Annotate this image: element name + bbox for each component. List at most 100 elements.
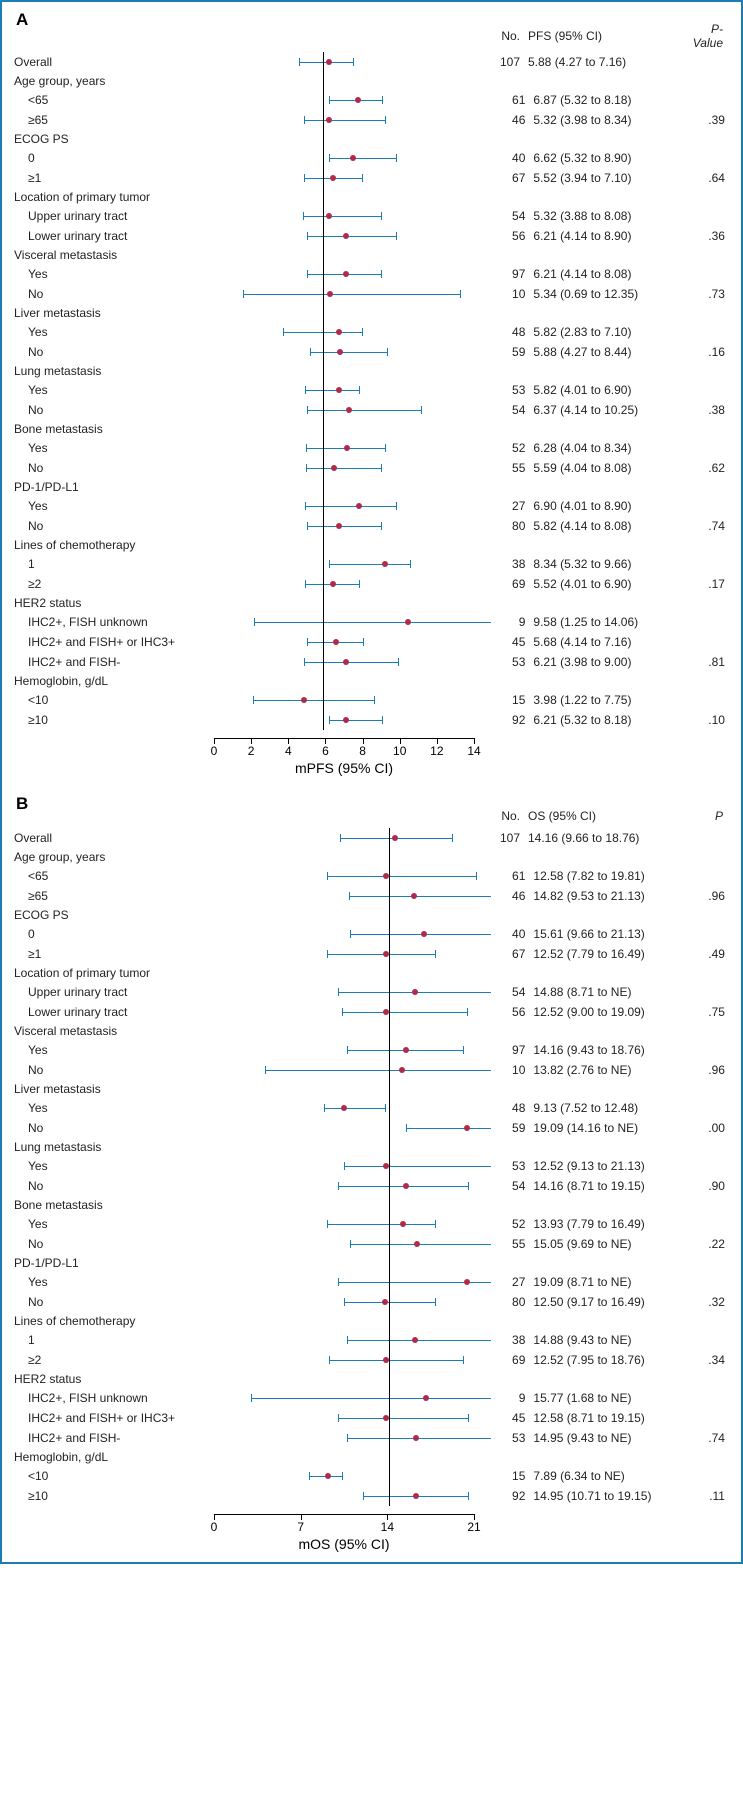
row-label: Bone metastasis [14,422,220,436]
row-ci: 9.13 (7.52 to 12.48) [525,1101,685,1115]
row-ci: 3.98 (1.22 to 7.75) [525,693,685,707]
row-label: IHC2+ and FISH+ or IHC3+ [14,635,231,649]
forest-plot-cell [231,148,486,168]
forest-plot-cell [220,828,480,848]
forest-row: Yes5213.93 (7.79 to 16.49) [14,1214,729,1234]
row-label: <65 [14,869,231,883]
group-label-row: Bone metastasis [14,1196,729,1214]
row-ci: 6.21 (4.14 to 8.90) [525,229,685,243]
row-n: 10 [486,1063,525,1077]
row-p: .34 [686,1353,729,1367]
forest-row: IHC2+, FISH unknown99.58 (1.25 to 14.06) [14,612,729,632]
row-ci: 5.68 (4.14 to 7.16) [525,635,685,649]
forest-row: ≥10926.21 (5.32 to 8.18).10 [14,710,729,730]
row-n: 80 [486,519,525,533]
row-ci: 14.88 (8.71 to NE) [525,985,685,999]
point-estimate-dot [355,97,361,103]
group-label-row: Location of primary tumor [14,964,729,982]
row-n: 15 [486,693,525,707]
row-label: Visceral metastasis [14,248,220,262]
row-label: Yes [14,383,231,397]
row-label: ≥2 [14,577,231,591]
row-label: 1 [14,1333,231,1347]
forest-plot-cell [231,1234,486,1254]
point-estimate-dot [331,465,337,471]
forest-plot-cell [220,1254,480,1272]
row-ci: 14.16 (9.66 to 18.76) [520,831,683,845]
forest-row: Yes489.13 (7.52 to 12.48) [14,1098,729,1118]
row-n: 15 [486,1469,525,1483]
row-label: Yes [14,267,231,281]
point-estimate-dot [350,155,356,161]
point-estimate-dot [413,1435,419,1441]
header-no: No. [480,809,520,823]
group-label-row: ECOG PS [14,130,729,148]
row-label: Yes [14,499,231,513]
point-estimate-dot [403,1183,409,1189]
forest-plot-cell [231,1350,486,1370]
forest-plot-cell [220,420,480,438]
row-n: 80 [486,1295,525,1309]
row-label: Age group, years [14,850,220,864]
group-label-row: Age group, years [14,848,729,866]
forest-plot-cell [231,264,486,284]
point-estimate-dot [400,1221,406,1227]
row-p: .96 [686,1063,729,1077]
forest-plot-cell [220,848,480,866]
group-label-row: Lung metastasis [14,362,729,380]
forest-row: Upper urinary tract5414.88 (8.71 to NE) [14,982,729,1002]
row-n: 69 [486,577,525,591]
row-label: Location of primary tumor [14,966,220,980]
row-label: ECOG PS [14,132,220,146]
row-label: Lines of chemotherapy [14,538,220,552]
row-label: IHC2+ and FISH+ or IHC3+ [14,1411,231,1425]
row-label: ≥1 [14,171,231,185]
forest-row: No105.34 (0.69 to 12.35).73 [14,284,729,304]
row-label: No [14,345,231,359]
row-n: 97 [486,267,525,281]
forest-row: No1013.82 (2.76 to NE).96 [14,1060,729,1080]
forest-row: IHC2+ and FISH+ or IHC3+4512.58 (8.71 to… [14,1408,729,1428]
group-label-row: Hemoglobin, g/dL [14,672,729,690]
row-n: 45 [486,635,525,649]
group-label-row: HER2 status [14,594,729,612]
forest-row: No8012.50 (9.17 to 16.49).32 [14,1292,729,1312]
row-label: 1 [14,557,231,571]
row-p: .49 [686,947,729,961]
forest-plot-cell [231,710,486,730]
point-estimate-dot [464,1279,470,1285]
axis-tick-label: 21 [467,1520,480,1534]
row-ci: 5.82 (4.14 to 8.08) [525,519,685,533]
forest-plot-cell [231,284,486,304]
row-p: .36 [686,229,729,243]
row-p: .64 [686,171,729,185]
row-n: 38 [486,1333,525,1347]
forest-plot-cell [231,1330,486,1350]
row-ci: 13.82 (2.76 to NE) [525,1063,685,1077]
header-p: P-Value [683,22,727,50]
row-ci: 14.95 (9.43 to NE) [525,1431,685,1445]
axis-tick-label: 4 [285,744,292,758]
axis-tick-label: 14 [467,744,480,758]
point-estimate-dot [383,1163,389,1169]
row-n: 97 [486,1043,525,1057]
forest-plot-cell [231,496,486,516]
row-n: 54 [486,209,525,223]
row-ci: 8.34 (5.32 to 9.66) [525,557,685,571]
row-n: 53 [486,655,525,669]
forest-plot-cell [231,690,486,710]
group-label-row: Visceral metastasis [14,246,729,264]
point-estimate-dot [341,1105,347,1111]
row-p: .74 [686,519,729,533]
forest-plot-cell [231,458,486,478]
row-label: Hemoglobin, g/dL [14,674,220,688]
panel-a: ANo.PFS (95% CI)P-ValueOverall1075.88 (4… [2,2,741,786]
row-label: Yes [14,1159,231,1173]
forest-row: ≥16712.52 (7.79 to 16.49).49 [14,944,729,964]
panel-label: A [16,10,28,30]
forest-plot-cell [231,1408,486,1428]
forest-row: Yes5312.52 (9.13 to 21.13) [14,1156,729,1176]
point-estimate-dot [337,349,343,355]
row-label: Yes [14,1043,231,1057]
row-label: Bone metastasis [14,1198,220,1212]
